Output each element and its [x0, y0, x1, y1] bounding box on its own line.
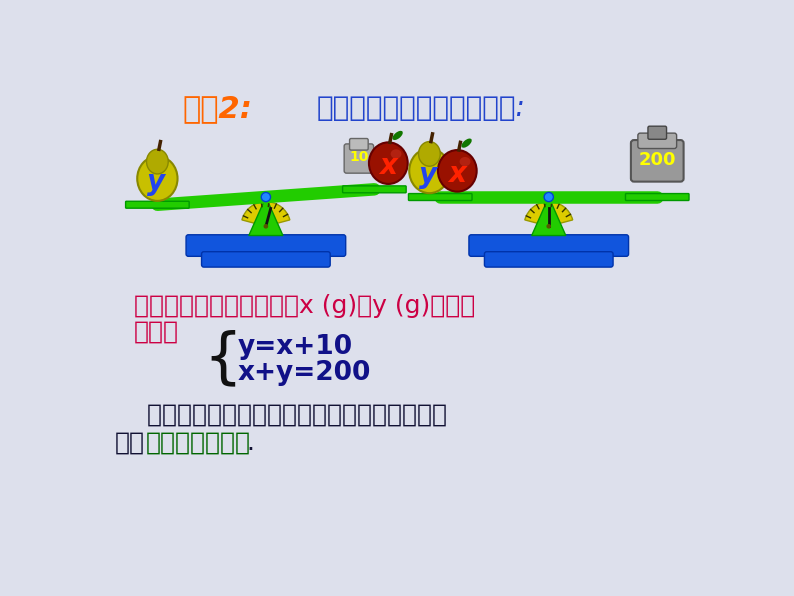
Polygon shape — [249, 197, 283, 235]
FancyBboxPatch shape — [342, 186, 407, 193]
Text: {: { — [204, 329, 243, 388]
Text: x: x — [449, 160, 466, 188]
FancyBboxPatch shape — [626, 194, 689, 200]
FancyBboxPatch shape — [349, 138, 368, 150]
FancyBboxPatch shape — [125, 201, 189, 208]
FancyBboxPatch shape — [631, 140, 684, 182]
Ellipse shape — [392, 131, 403, 140]
Text: x: x — [380, 152, 397, 180]
FancyBboxPatch shape — [186, 235, 345, 256]
Text: y: y — [147, 169, 165, 197]
FancyBboxPatch shape — [344, 144, 374, 173]
Text: 复习二元一次方程组的概念:: 复习二元一次方程组的概念: — [316, 95, 525, 123]
Ellipse shape — [409, 148, 449, 193]
FancyBboxPatch shape — [648, 126, 666, 139]
Text: 设苹果和梨的质量分别为x (g)和y (g)，由题: 设苹果和梨的质量分别为x (g)和y (g)，由题 — [134, 294, 476, 318]
Text: 把含有两个未知数的两个一次方程联立在一起: 把含有两个未知数的两个一次方程联立在一起 — [115, 402, 447, 426]
Text: x+y=200: x+y=200 — [237, 361, 371, 386]
Polygon shape — [532, 197, 566, 235]
FancyBboxPatch shape — [484, 252, 613, 267]
Ellipse shape — [391, 149, 402, 159]
Ellipse shape — [418, 142, 440, 166]
Ellipse shape — [461, 138, 472, 148]
Text: 复习2:: 复习2: — [183, 94, 253, 123]
Text: y=x+10: y=x+10 — [237, 334, 353, 360]
Text: 200: 200 — [638, 151, 676, 169]
Text: y: y — [418, 161, 437, 189]
Circle shape — [546, 224, 551, 229]
FancyBboxPatch shape — [638, 133, 676, 148]
FancyBboxPatch shape — [408, 194, 472, 200]
FancyBboxPatch shape — [202, 252, 330, 267]
Text: 叫做: 叫做 — [115, 431, 145, 455]
Ellipse shape — [460, 157, 471, 166]
Text: 二元一次方程组: 二元一次方程组 — [146, 431, 251, 455]
Wedge shape — [525, 201, 572, 226]
Wedge shape — [242, 201, 290, 226]
Circle shape — [544, 193, 553, 201]
Ellipse shape — [369, 142, 407, 184]
Ellipse shape — [438, 150, 476, 192]
Text: 意得：: 意得： — [134, 320, 179, 344]
Text: 10: 10 — [349, 150, 368, 164]
Ellipse shape — [137, 156, 178, 201]
Circle shape — [264, 224, 268, 229]
Text: .: . — [246, 431, 255, 455]
Ellipse shape — [147, 149, 168, 174]
Circle shape — [261, 193, 271, 201]
FancyBboxPatch shape — [469, 235, 629, 256]
